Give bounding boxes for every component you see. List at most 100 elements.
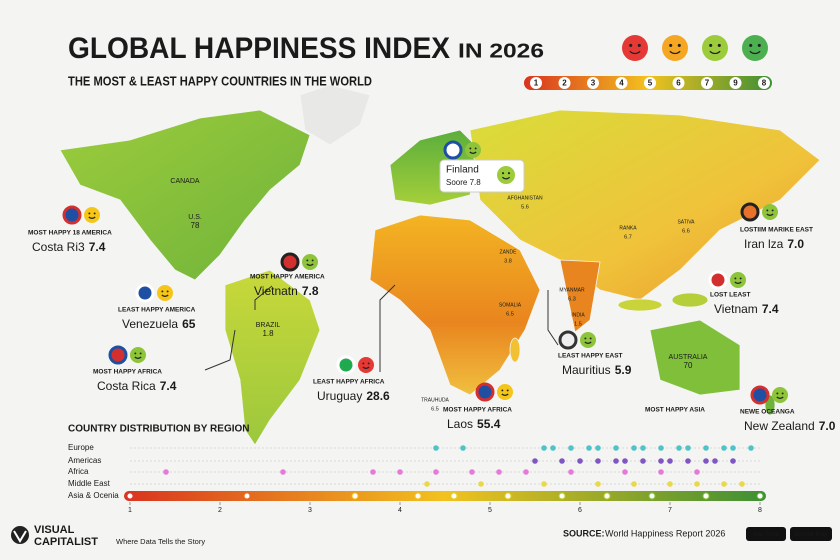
asia [469, 109, 821, 301]
emoji [702, 35, 728, 61]
dot [703, 458, 709, 464]
callout-name: Finland [446, 165, 479, 176]
callout-name: New Zealand [744, 419, 815, 433]
emoji-eye [734, 277, 737, 280]
emoji-eye [749, 43, 753, 47]
callout-label: MOST HAPPY ASIA [645, 407, 705, 414]
region-label: Europe [68, 443, 94, 452]
africa [369, 214, 541, 396]
callout-value: 55.4 [477, 417, 501, 431]
emoji-eye [501, 172, 505, 175]
map-label: CANADA [170, 178, 200, 185]
scale-label: 7 [705, 79, 710, 88]
north-america [59, 109, 311, 281]
dot [595, 481, 601, 487]
map-label: AFGHANISTAN [507, 195, 543, 201]
map [59, 84, 821, 446]
scale-label: 5 [648, 79, 653, 88]
emoji-mouth [306, 263, 314, 266]
callout-value: 5.9 [615, 363, 632, 377]
map-value: 6.7 [624, 234, 632, 240]
callout-label: LEAST HAPPY AFRICA [313, 379, 385, 386]
dot [559, 458, 565, 464]
dot [667, 481, 673, 487]
scale-chip [729, 77, 742, 89]
callout-label: LOSTIIM MARIKE EAST [740, 227, 813, 234]
dot [595, 458, 601, 464]
leader-line [204, 329, 236, 371]
dot [631, 481, 637, 487]
emoji-mouth [88, 216, 96, 219]
emoji-eye [501, 389, 504, 392]
callout-detail: Soore 7.8 [446, 178, 481, 187]
map-value: 5.6 [521, 204, 529, 210]
x-tick-label: 5 [488, 507, 492, 514]
dot [730, 445, 736, 451]
scale-chip [558, 77, 571, 89]
flag [740, 202, 760, 222]
scale-label: 1 [534, 79, 539, 88]
dot [694, 481, 700, 487]
callout-name: Iran lza [744, 237, 784, 251]
flag [336, 355, 356, 375]
dot [622, 469, 628, 475]
dot [280, 469, 286, 475]
dot [676, 445, 682, 451]
emoji-eye [93, 212, 96, 215]
emoji-eye [506, 389, 509, 392]
dot [424, 481, 430, 487]
emoji-mouth [734, 281, 742, 284]
emoji-eye [584, 337, 587, 340]
emoji [130, 347, 146, 363]
dot [648, 492, 656, 500]
dot [550, 445, 556, 451]
emoji-mouth [501, 393, 509, 396]
brand: VISUAL [34, 524, 75, 536]
scale-chip [701, 77, 713, 89]
map-label: SATIVA [677, 219, 695, 225]
map-label: RANKA [619, 225, 637, 231]
dot [496, 469, 502, 475]
emoji [84, 207, 100, 223]
dot [739, 481, 745, 487]
dot [558, 492, 566, 500]
x-tick-label: 7 [668, 507, 672, 514]
dot [568, 445, 574, 451]
dot [370, 469, 376, 475]
x-tick-label: 1 [128, 507, 132, 514]
callout-name: Mauritius [562, 363, 611, 377]
badge-text: Google Play [795, 532, 828, 538]
emoji-mouth [584, 341, 592, 344]
dot [640, 458, 646, 464]
dot [613, 445, 619, 451]
emoji [662, 35, 688, 61]
emoji [580, 332, 596, 348]
flag [108, 345, 128, 365]
dot [658, 445, 664, 451]
callout-value: 7.8 [302, 284, 319, 298]
dot [504, 492, 512, 500]
dot [667, 458, 673, 464]
scale-label: 4 [619, 79, 624, 88]
tagline: Where Data Tells the Story [116, 537, 205, 546]
title-suffix: IN 2026 [458, 40, 544, 62]
title: GLOBAL HAPPINESS INDEX [68, 32, 450, 65]
leader-line [379, 284, 396, 372]
callout-label: NEWE OCEANGA [740, 409, 795, 416]
scale-chip [587, 77, 599, 89]
greenland [299, 84, 371, 146]
islands [671, 292, 709, 308]
callout-value: 65 [182, 317, 196, 331]
emoji [742, 35, 768, 61]
callout-label: MOST HAPPY AMERICA [250, 274, 325, 281]
region-label: Americas [68, 456, 101, 465]
emoji [497, 166, 515, 184]
content: GLOBAL HAPPINESS INDEX IN 2026 THE MOST & … [11, 32, 836, 548]
chart-title: COUNTRY DISTRIBUTION BY REGION [68, 424, 250, 435]
emoji-eye [161, 290, 164, 293]
callout-name: Costa Rica [97, 379, 156, 393]
scale-chip [644, 77, 656, 89]
emoji-eye [717, 43, 721, 47]
dot [541, 445, 547, 451]
callout-label: LOST LEAST [710, 292, 750, 299]
